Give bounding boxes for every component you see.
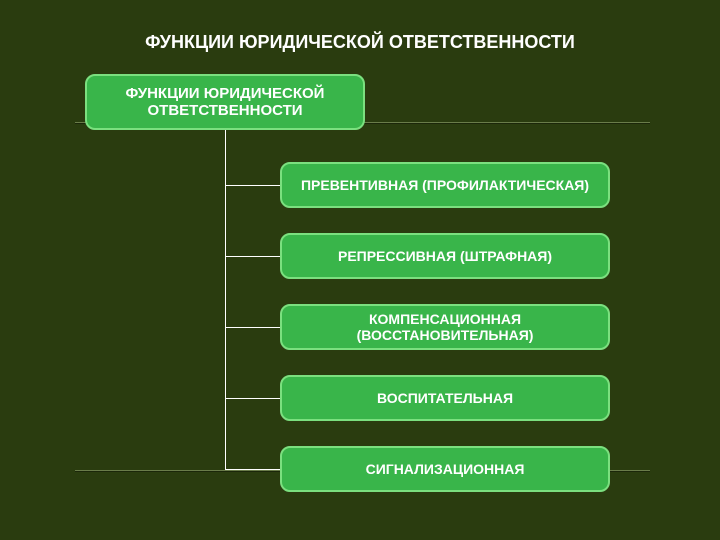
child-node-2: КОМПЕНСАЦИОННАЯ (ВОССТАНОВИТЕЛЬНАЯ) xyxy=(280,304,610,350)
child-node-1: РЕПРЕССИВНАЯ (ШТРАФНАЯ) xyxy=(280,233,610,279)
connector-1 xyxy=(225,256,280,257)
child-node-3: ВОСПИТАТЕЛЬНАЯ xyxy=(280,375,610,421)
tree-trunk xyxy=(225,130,226,469)
root-node: ФУНКЦИИ ЮРИДИЧЕСКОЙ ОТВЕТСТВЕННОСТИ xyxy=(85,74,365,130)
child-node-0: ПРЕВЕНТИВНАЯ (ПРОФИЛАКТИЧЕСКАЯ) xyxy=(280,162,610,208)
diagram-stage: ФУНКЦИИ ЮРИДИЧЕСКОЙ ОТВЕТСТВЕННОСТИ ФУНК… xyxy=(0,0,720,540)
connector-3 xyxy=(225,398,280,399)
connector-4 xyxy=(225,469,280,470)
slide-title: ФУНКЦИИ ЮРИДИЧЕСКОЙ ОТВЕТСТВЕННОСТИ xyxy=(110,32,610,53)
connector-0 xyxy=(225,185,280,186)
connector-2 xyxy=(225,327,280,328)
child-node-4: СИГНАЛИЗАЦИОННАЯ xyxy=(280,446,610,492)
